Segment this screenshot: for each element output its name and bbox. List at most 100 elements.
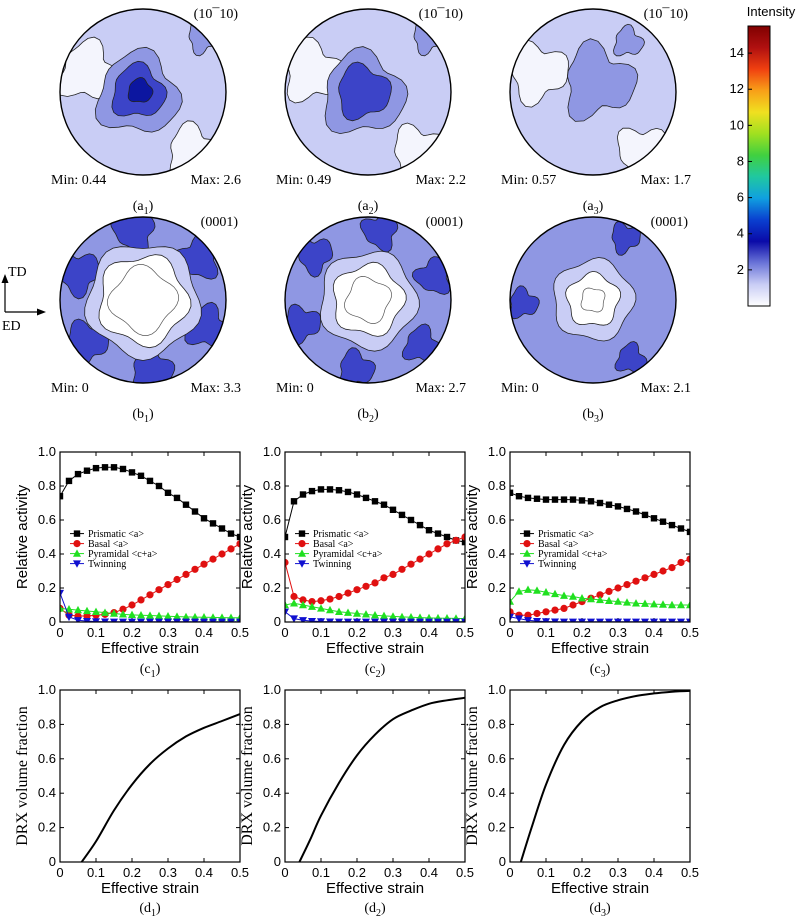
legend-label: Twinning [313,559,351,570]
panel-label-b1-open: ( [132,407,137,422]
legend-item: Twinning [295,559,351,570]
data-point [173,494,181,502]
y-tick-label: 0.2 [38,580,56,595]
data-point [182,570,190,579]
x-tick-label: 0 [281,625,288,640]
data-point [380,501,388,508]
data-point [227,618,235,622]
data-point [298,560,306,568]
data-point [614,503,622,510]
panel-label-a2-open: ( [358,199,363,214]
data-point [285,558,289,567]
data-point [569,618,577,622]
y-tick-label: 0.8 [38,716,56,731]
y-tick-label: 0.2 [488,580,506,595]
data-point [298,540,306,548]
panel-label-b3-sub: 3 [594,414,599,425]
x-tick-label: 0.4 [195,625,213,640]
panel-label-b3-open: ( [582,407,587,422]
data-point [389,612,397,620]
ed-label: ED [2,319,21,334]
data-point [596,618,604,622]
y-axis-label: DRX volume fraction [464,706,481,846]
panel-label-a1: (a1) [133,199,154,217]
data-point [551,618,559,622]
panel-label-c2-open: ( [365,662,370,677]
data-point [650,570,658,579]
chart-d2: 0 0.1 0.2 0.3 0.4 0.5 0 0.2 0.4 0.6 0.8 1.0 Effectiv… [239,682,474,919]
x-tick-label: 0.3 [159,865,177,880]
data-point [164,489,172,496]
panel-label-d1-close: ) [156,901,161,916]
x-tick-label: 0.4 [645,865,663,880]
y-tick-label: 0 [499,854,506,869]
colorbar-tick-label: 12 [730,81,744,96]
data-point [443,618,451,622]
data-point [371,618,379,622]
legend-label: Pyramidal <c+a> [538,549,608,560]
y-tick-label: 0.8 [38,478,56,493]
plane-label: (0001) [651,215,689,230]
data-point [686,528,690,536]
panel-label-c3-sub: 3 [601,669,606,680]
y-tick-label: 1.0 [263,682,281,697]
chart-d1: 0 0.1 0.2 0.3 0.4 0.5 0 0.2 0.4 0.6 0.8 1.0 Effectiv… [14,682,249,919]
pole-figure-outline [59,216,227,384]
data-point [110,609,118,617]
series-0 [80,713,240,862]
data-point [569,601,577,609]
data-point [632,577,640,585]
legend-item: Prismatic <a> [520,529,594,540]
colorbar-tick-label: 4 [737,226,744,241]
data-point [353,491,361,498]
data-point [298,530,306,537]
data-point [523,549,531,557]
panel-label-c3: (c3) [590,662,611,680]
data-point [317,604,325,612]
data-point [173,575,181,584]
data-point [677,618,685,622]
pole-figure-outline [509,8,677,176]
y-tick-label: 0 [49,614,56,629]
data-point [326,618,334,622]
plot-area [510,489,690,622]
data-point [119,610,127,618]
data-point [434,530,442,537]
data-point [389,618,397,622]
plot-frame [59,451,241,623]
data-point [101,608,109,616]
data-point [236,533,240,541]
data-point [425,550,433,558]
pole-figure-b2: (0001) Min: 0 Max: 2.7 (b2) [276,215,466,425]
legend-label: Twinning [538,559,576,570]
panel-label-a2: (a2) [358,199,379,217]
legend-label: Basal <a> [538,539,579,550]
y-tick-label: 1.0 [263,444,281,459]
data-point [686,600,690,609]
data-point [398,612,406,621]
data-point [191,612,199,621]
panel-label-d1-letter: d [144,901,151,916]
series-1 [60,540,240,620]
panel-label-b3-letter: b [587,407,594,422]
data-point [236,618,240,622]
panel-label-a2-close: ) [374,199,379,214]
data-point [605,596,613,604]
data-point [92,464,100,472]
panel-label-a3-close: ) [599,199,604,214]
data-point [542,588,550,596]
plane-label: (0001) [426,215,464,230]
panel-label-c3-close: ) [606,662,611,677]
plot-frame [59,689,241,863]
min-label: Min: 0.44 [51,173,106,188]
data-point [155,482,163,490]
series-2 [510,585,690,609]
data-point [523,530,531,537]
data-point [668,618,676,622]
data-point [191,565,199,573]
plot-area [80,713,240,862]
data-point [218,525,226,532]
panel-label-d3-sub: 3 [601,908,606,919]
pole-figure-contours [60,9,226,175]
y-tick-label: 0.8 [488,716,506,731]
